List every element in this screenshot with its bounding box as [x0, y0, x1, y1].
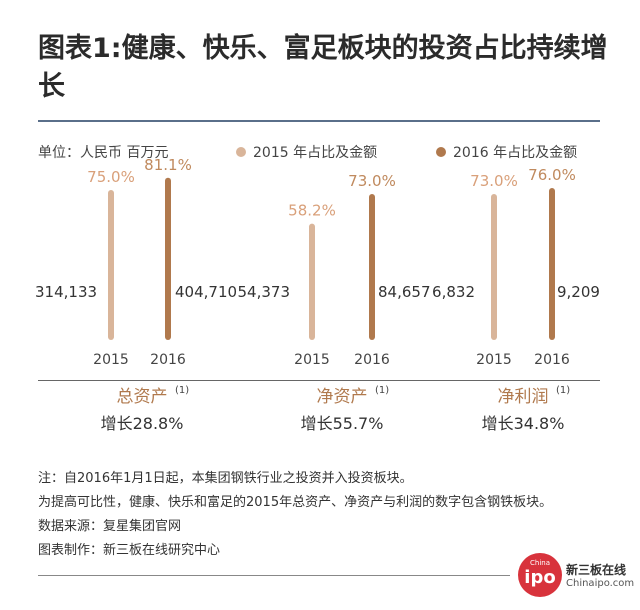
note-line: 注：自2016年1月1日起，本集团钢铁行业之投资并入投资板块。 [38, 471, 413, 486]
bar [165, 177, 171, 340]
year-tick-label: 2016 [354, 352, 390, 368]
bar [108, 190, 114, 340]
growth-label: 增长28.8% [101, 414, 184, 433]
amount-label: 84,657 [378, 283, 431, 301]
bar-groups: 75.0% 2015 314,133 81.1% 2016 404,710 总资产 (1) 增长… [35, 156, 600, 433]
legend-label-2016: 2016 年占比及金额 [453, 145, 577, 161]
percent-label: 58.2% [288, 202, 336, 220]
bar [309, 223, 315, 340]
bar [549, 188, 555, 340]
note-line: 为提高可比性，健康、快乐和富足的2015年总资产、净资产与利润的数字包含钢铁板块… [38, 495, 553, 510]
chart-title: 图表1:健康、快乐、富足板块的投资占比持续增长 [38, 33, 608, 102]
source-line: 数据来源：复星集团官网 [38, 519, 182, 534]
legend-marker-2015 [236, 147, 246, 157]
chart: 单位：人民币 百万元 2015 年占比及金额 2016 年占比及金额 75.0%… [35, 145, 600, 433]
legend-label-2015: 2015 年占比及金额 [253, 145, 377, 161]
percent-label: 73.0% [470, 172, 518, 190]
credit-line: 图表制作：新三板在线研究中心 [38, 543, 221, 558]
year-tick-label: 2015 [294, 352, 330, 368]
group-title: 总资产 [117, 387, 168, 407]
legend-marker-2016 [436, 147, 446, 157]
group-title: 净利润 [498, 387, 549, 407]
logo-name: 新三板在线 [566, 563, 627, 577]
group-title: 净资产 [317, 387, 368, 407]
footnote-marker: (1) [556, 385, 570, 396]
percent-label: 76.0% [528, 166, 576, 184]
percent-label: 73.0% [348, 172, 396, 190]
footnote-marker: (1) [375, 385, 389, 396]
logo-url: Chinaipo.com [566, 578, 635, 589]
year-tick-label: 2016 [150, 352, 186, 368]
amount-label: 54,373 [238, 283, 291, 301]
groups-divider [38, 380, 600, 381]
amount-label: 404,710 [175, 283, 237, 301]
bar [491, 194, 497, 340]
footer-divider [38, 575, 510, 576]
amount-label: 314,133 [35, 283, 97, 301]
growth-label: 增长34.8% [482, 414, 565, 433]
logo-icon: China ipo [518, 553, 562, 597]
amount-label: 6,832 [432, 283, 475, 301]
year-tick-label: 2015 [476, 352, 512, 368]
bar [369, 194, 375, 340]
growth-label: 增长55.7% [301, 414, 384, 433]
percent-label: 75.0% [87, 168, 135, 186]
percent-label: 81.1% [144, 156, 192, 174]
title-divider [38, 120, 600, 122]
year-tick-label: 2016 [534, 352, 570, 368]
chinaipo-logo: China ipo 新三板在线 Chinaipo.com [518, 553, 634, 599]
notes: 注：自2016年1月1日起，本集团钢铁行业之投资并入投资板块。 为提高可比性，健… [38, 467, 552, 563]
unit-label: 单位：人民币 百万元 [38, 145, 168, 161]
year-tick-label: 2015 [93, 352, 129, 368]
footnote-marker: (1) [175, 385, 189, 396]
legend: 2015 年占比及金额 2016 年占比及金额 [236, 145, 577, 161]
amount-label: 9,209 [557, 283, 600, 301]
